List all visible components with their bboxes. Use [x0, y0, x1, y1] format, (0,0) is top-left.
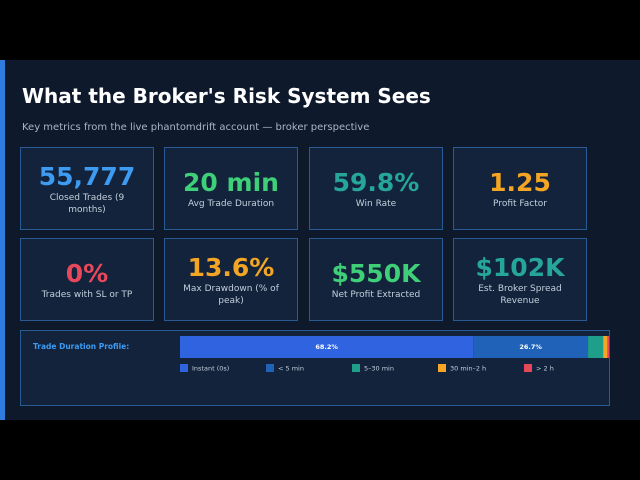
metric-value: $550K: [331, 258, 421, 288]
accent-bar: [0, 60, 5, 420]
metric-label: Win Rate: [355, 198, 397, 209]
chart: Trade Duration Profile: 68.2% Instant (0s…: [33, 336, 610, 373]
metric-value: $102K: [475, 252, 565, 282]
bar-segment: [603, 336, 608, 358]
metric-label: Est. Broker Spread Revenue: [478, 283, 562, 306]
metric-card: 20 min Avg Trade Duration: [164, 147, 298, 230]
metric-label: Trades with SL or TP: [41, 289, 133, 300]
chart-panel: Trade Duration Profile: 68.2% Instant (0s…: [20, 330, 610, 406]
metric-value: 20 min: [183, 167, 279, 197]
legend-swatch: [352, 364, 360, 372]
legend-label: > 2 h: [536, 365, 554, 373]
metric-value: 0%: [65, 258, 109, 288]
subtitle: Key metrics from the live phantomdrift a…: [22, 122, 370, 133]
title: What the Broker's Risk System Sees: [22, 84, 431, 108]
metric-label: Net Profit Extracted: [331, 289, 421, 300]
bar-segment: [473, 336, 589, 358]
chart-title: Trade Duration Profile:: [33, 342, 129, 351]
metric-value: 55,777: [38, 161, 136, 191]
metric-value: 59.8%: [332, 167, 420, 197]
metric-label: Max Drawdown (% of peak): [183, 283, 279, 306]
metric-card: 1.25 Profit Factor: [453, 147, 587, 230]
metric-label: Avg Trade Duration: [187, 198, 275, 209]
metric-card: 55,777 Closed Trades (9 months): [20, 147, 154, 230]
legend-swatch: [438, 364, 446, 372]
bar-segment: [607, 336, 610, 358]
bar-segment: [588, 336, 604, 358]
data-label: 26.7%: [519, 343, 542, 351]
metric-value: 13.6%: [187, 252, 275, 282]
legend-swatch: [266, 364, 274, 372]
metric-card: 0% Trades with SL or TP: [20, 238, 154, 321]
legend-swatch: [524, 364, 532, 372]
metric-card: $102K Est. Broker Spread Revenue: [453, 238, 587, 321]
legend-label: 5–30 min: [364, 365, 394, 373]
metric-label: Closed Trades (9 months): [49, 192, 125, 215]
data-label: 68.2%: [315, 343, 338, 351]
legend-label: < 5 min: [278, 365, 304, 373]
slide: What the Broker's Risk System Sees Key m…: [0, 60, 640, 420]
legend-label: Instant (0s): [192, 365, 229, 373]
metric-card: 13.6% Max Drawdown (% of peak): [164, 238, 298, 321]
metric-label: Profit Factor: [493, 198, 547, 209]
legend-swatch: [180, 364, 188, 372]
metric-card: $550K Net Profit Extracted: [309, 238, 443, 321]
metric-card: 59.8% Win Rate: [309, 147, 443, 230]
metric-value: 1.25: [489, 167, 551, 197]
legend-label: 30 min–2 h: [450, 365, 486, 373]
bar-segment: [180, 336, 474, 358]
